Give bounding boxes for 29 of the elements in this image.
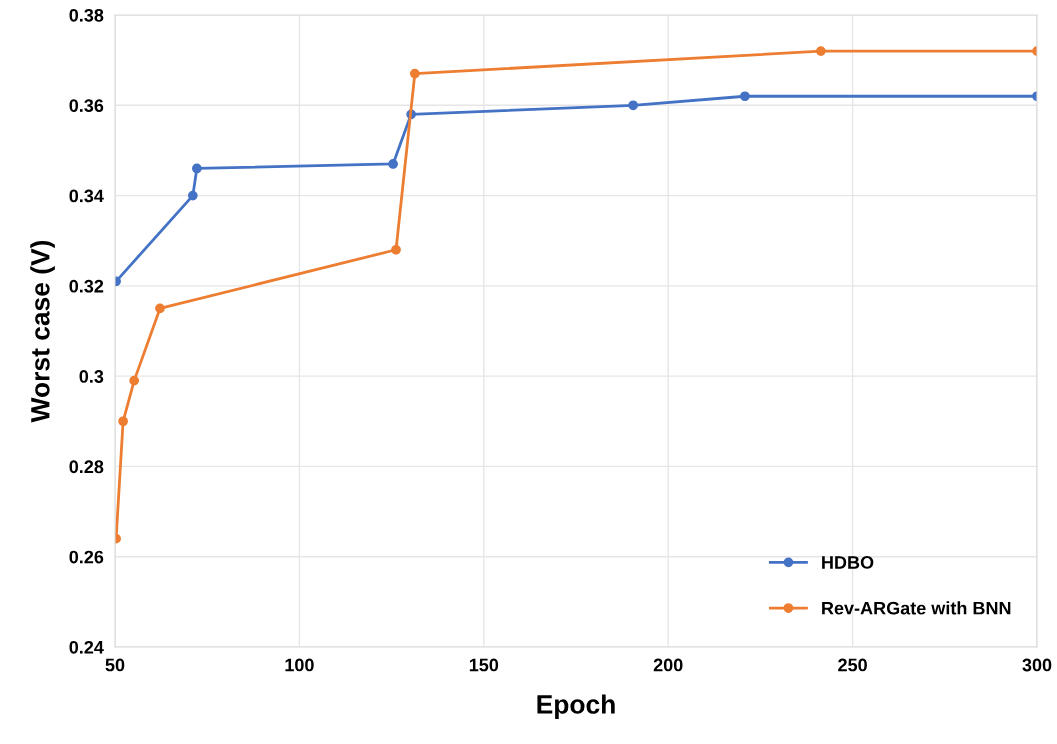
y-axis-title: Worst case (V) [30, 240, 55, 423]
x-tick-label: 250 [838, 658, 867, 672]
legend-label: Rev-ARGate with BNN [822, 601, 1011, 615]
legend-label: HDBO [822, 556, 874, 569]
point [155, 303, 165, 314]
y-tick-label: 0.36 [69, 99, 104, 113]
point [129, 375, 140, 386]
point [740, 91, 750, 102]
x-tick-label: 200 [653, 658, 683, 672]
x-tick-label: 100 [285, 658, 314, 672]
point [118, 416, 128, 427]
y-tick-label: 0.3 [79, 370, 104, 383]
y-tick-label: 0.28 [69, 460, 104, 474]
point [409, 68, 420, 79]
y-tick-label: 0.24 [69, 640, 104, 654]
y-tick-label: 0.34 [69, 189, 104, 203]
point [388, 159, 398, 169]
y-tick-label: 0.38 [69, 8, 104, 22]
x-tick-label: 150 [469, 658, 499, 672]
point [391, 244, 401, 255]
point [628, 100, 639, 111]
x-tick-label: 50 [105, 658, 125, 672]
x-tick-label: 300 [1022, 658, 1052, 672]
y-tick-label: 0.32 [69, 279, 104, 293]
point [816, 46, 826, 56]
point [192, 163, 202, 174]
y-tick-label: 0.26 [69, 550, 104, 564]
point [187, 190, 198, 201]
x-axis-title: Epoch [537, 694, 615, 719]
